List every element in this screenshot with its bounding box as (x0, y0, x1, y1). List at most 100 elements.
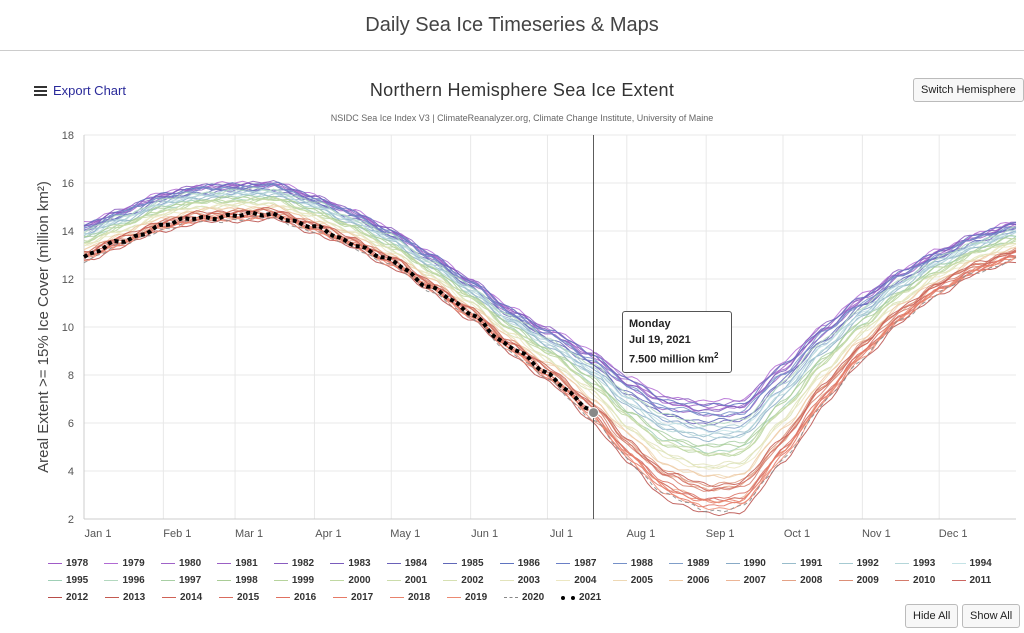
legend-item-1985[interactable]: 1985 (443, 558, 499, 569)
series-line-2012[interactable] (83, 217, 1017, 517)
series-line-2008[interactable] (84, 209, 1017, 492)
legend-item-1979[interactable]: 1979 (104, 558, 160, 569)
legend-label: 1979 (122, 558, 145, 569)
legend-item-2018[interactable]: 2018 (390, 592, 447, 603)
legend-item-1978[interactable]: 1978 (48, 558, 104, 569)
series-line-2013[interactable] (83, 207, 1017, 488)
legend-item-2002[interactable]: 2002 (443, 575, 499, 586)
legend-item-1986[interactable]: 1986 (499, 558, 556, 569)
legend-item-2001[interactable]: 2001 (386, 575, 443, 586)
legend-item-2012[interactable]: 2012 (48, 592, 105, 603)
legend-item-1991[interactable]: 1991 (782, 558, 838, 569)
legend-item-2014[interactable]: 2014 (162, 592, 219, 603)
legend-swatch (556, 563, 571, 564)
legend-item-1999[interactable]: 1999 (273, 575, 330, 586)
show-all-button[interactable]: Show All (962, 604, 1021, 628)
legend-label: 1995 (66, 575, 89, 586)
legend-item-1982[interactable]: 1982 (273, 558, 330, 569)
series-line-1999[interactable] (83, 198, 1017, 457)
legend-item-2020[interactable]: 2020 (504, 592, 561, 603)
legend-item-1995[interactable]: 1995 (48, 575, 104, 586)
series-line-2002[interactable] (83, 201, 1017, 469)
legend-swatch (333, 597, 347, 598)
series-line-1995[interactable] (83, 195, 1017, 455)
legend-item-2004[interactable]: 2004 (556, 575, 612, 586)
legend-swatch (162, 597, 176, 598)
switch-hemisphere-button[interactable]: Switch Hemisphere (913, 78, 1024, 102)
legend-swatch (612, 563, 627, 564)
legend-item-1993[interactable]: 1993 (895, 558, 951, 569)
x-tick-label: Jul 1 (550, 528, 573, 540)
legend-item-2000[interactable]: 2000 (330, 575, 386, 586)
legend-item-1994[interactable]: 1994 (951, 558, 1008, 569)
legend-item-2007[interactable]: 2007 (725, 575, 782, 586)
legend-item-1987[interactable]: 1987 (556, 558, 612, 569)
legend-item-2003[interactable]: 2003 (499, 575, 556, 586)
legend-item-2005[interactable]: 2005 (612, 575, 669, 586)
export-chart-button[interactable]: Export Chart (34, 83, 126, 98)
series-line-1989[interactable] (83, 188, 1017, 433)
legend-swatch (160, 563, 175, 564)
series-line-2006[interactable] (83, 204, 1017, 479)
series-line-2001[interactable] (83, 196, 1017, 456)
legend-item-1980[interactable]: 1980 (160, 558, 217, 569)
cursor-layer (588, 135, 600, 519)
x-tick-label: Dec 1 (939, 528, 968, 540)
legend-swatch (160, 580, 175, 581)
legend-item-2011[interactable]: 2011 (951, 575, 1008, 586)
series-line-2020[interactable] (83, 216, 1017, 513)
legend-item-1984[interactable]: 1984 (386, 558, 443, 569)
legend-item-2010[interactable]: 2010 (895, 575, 951, 586)
legend-item-2019[interactable]: 2019 (447, 592, 504, 603)
series-line-1993[interactable] (84, 191, 1017, 439)
legend-label: 2011 (969, 575, 992, 586)
legend-item-2009[interactable]: 2009 (838, 575, 895, 586)
series-line-2011[interactable] (83, 213, 1017, 502)
series-line-2021[interactable] (82, 210, 592, 412)
series-line-2015[interactable] (83, 212, 1017, 501)
series-line-1988[interactable] (83, 182, 1017, 417)
tooltip-date: Jul 19, 2021 (629, 334, 691, 346)
series-line-2004[interactable] (83, 202, 1017, 470)
x-tick-label: Aug 1 (626, 528, 655, 540)
legend-item-2021[interactable]: 2021 (561, 592, 618, 603)
hide-all-button[interactable]: Hide All (905, 604, 959, 628)
y-tick-label: 12 (62, 274, 74, 286)
series-line-1998[interactable] (83, 195, 1017, 448)
series-line-2009[interactable] (83, 207, 1017, 488)
series-line-2016[interactable] (83, 215, 1017, 508)
series-line-1991[interactable] (83, 191, 1017, 438)
legend-item-1998[interactable]: 1998 (217, 575, 273, 586)
legend-item-1990[interactable]: 1990 (725, 558, 782, 569)
legend-item-2017[interactable]: 2017 (333, 592, 390, 603)
y-axis-label: Areal Extent >= 15% Ice Cover (million k… (35, 181, 52, 473)
legend-item-2008[interactable]: 2008 (782, 575, 838, 586)
legend-label: 1983 (348, 558, 371, 569)
legend-item-2016[interactable]: 2016 (276, 592, 333, 603)
y-tick-label: 6 (68, 418, 74, 430)
legend-item-1983[interactable]: 1983 (330, 558, 386, 569)
legend-item-2013[interactable]: 2013 (105, 592, 162, 603)
series-line-2014[interactable] (83, 208, 1017, 492)
legend-item-1988[interactable]: 1988 (612, 558, 669, 569)
series-line-1986[interactable] (83, 181, 1017, 407)
legend-item-1997[interactable]: 1997 (160, 575, 217, 586)
series-line-2003[interactable] (83, 201, 1017, 467)
legend-swatch (217, 563, 232, 564)
chart-legend: 1978 1979 1980 1981 1982 1983 1984 1985 1986 1987… (48, 555, 1008, 606)
series-line-2007[interactable] (83, 212, 1017, 504)
series-line-1994[interactable] (83, 189, 1017, 434)
legend-item-1996[interactable]: 1996 (104, 575, 160, 586)
x-tick-label: Sep 1 (706, 528, 735, 540)
series-line-2018[interactable] (83, 214, 1017, 504)
x-tick-label: May 1 (390, 528, 420, 540)
legend-item-2006[interactable]: 2006 (669, 575, 725, 586)
series-line-1984[interactable] (83, 187, 1017, 426)
legend-item-1992[interactable]: 1992 (838, 558, 895, 569)
series-line-1996[interactable] (83, 186, 1017, 427)
series-line-1983[interactable] (83, 182, 1017, 412)
legend-item-2015[interactable]: 2015 (219, 592, 276, 603)
legend-item-1989[interactable]: 1989 (669, 558, 725, 569)
legend-item-1981[interactable]: 1981 (217, 558, 273, 569)
legend-row: 1995 1996 1997 1998 1999 2000 2001 2002 2003 2004… (48, 572, 1008, 589)
